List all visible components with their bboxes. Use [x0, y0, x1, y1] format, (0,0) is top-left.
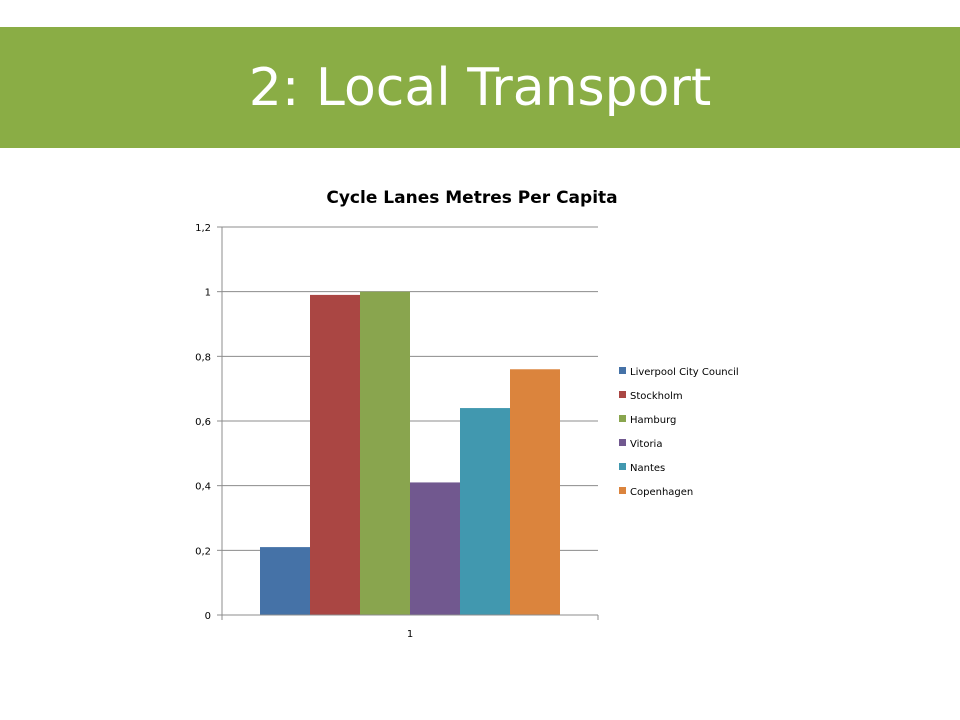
legend-label: Hamburg	[630, 415, 676, 426]
legend-label: Vitoria	[630, 439, 662, 450]
legend-label: Nantes	[630, 463, 665, 474]
chart-axes	[221, 227, 599, 620]
x-tick-label: 1	[407, 629, 413, 640]
y-tick-label: 0	[205, 611, 211, 622]
legend-swatch	[619, 439, 626, 446]
legend-swatch	[619, 367, 626, 374]
y-tick-label: 0,6	[195, 417, 211, 428]
bar-vitoria	[410, 482, 460, 615]
chart-bars	[260, 291, 560, 615]
y-tick-label: 0,8	[195, 352, 211, 363]
legend-label: Stockholm	[630, 391, 683, 402]
y-tick-label: 1,2	[195, 223, 211, 234]
bar-liverpool-city-council	[260, 547, 310, 615]
y-tick-label: 0,4	[195, 482, 211, 493]
slide-title-text: 2: Local Transport	[248, 57, 712, 118]
bar-hamburg	[360, 291, 410, 615]
legend-swatch	[619, 415, 626, 422]
y-tick-label: 0,2	[195, 546, 211, 557]
bar-nantes	[460, 408, 510, 615]
chart-legend: Liverpool City Council Stockholm Hamburg Vi…	[619, 367, 739, 498]
legend-swatch	[619, 487, 626, 494]
y-axis-tick-labels: 0 0,2 0,4 0,6 0,8 1 1,2	[195, 223, 211, 622]
bar-copenhagen	[510, 369, 560, 615]
title-banner: 2: Local Transport	[0, 27, 960, 148]
slide-title: 2: Local Transport	[0, 27, 960, 148]
y-tick-label: 1	[205, 288, 211, 299]
x-axis-tick-labels: 1	[407, 629, 413, 640]
legend-label: Liverpool City Council	[630, 367, 739, 378]
chart-title: Cycle Lanes Metres Per Capita	[326, 188, 617, 208]
legend-swatch	[619, 391, 626, 398]
legend-label: Copenhagen	[630, 487, 693, 498]
legend-swatch	[619, 463, 626, 470]
bar-stockholm	[310, 294, 360, 615]
